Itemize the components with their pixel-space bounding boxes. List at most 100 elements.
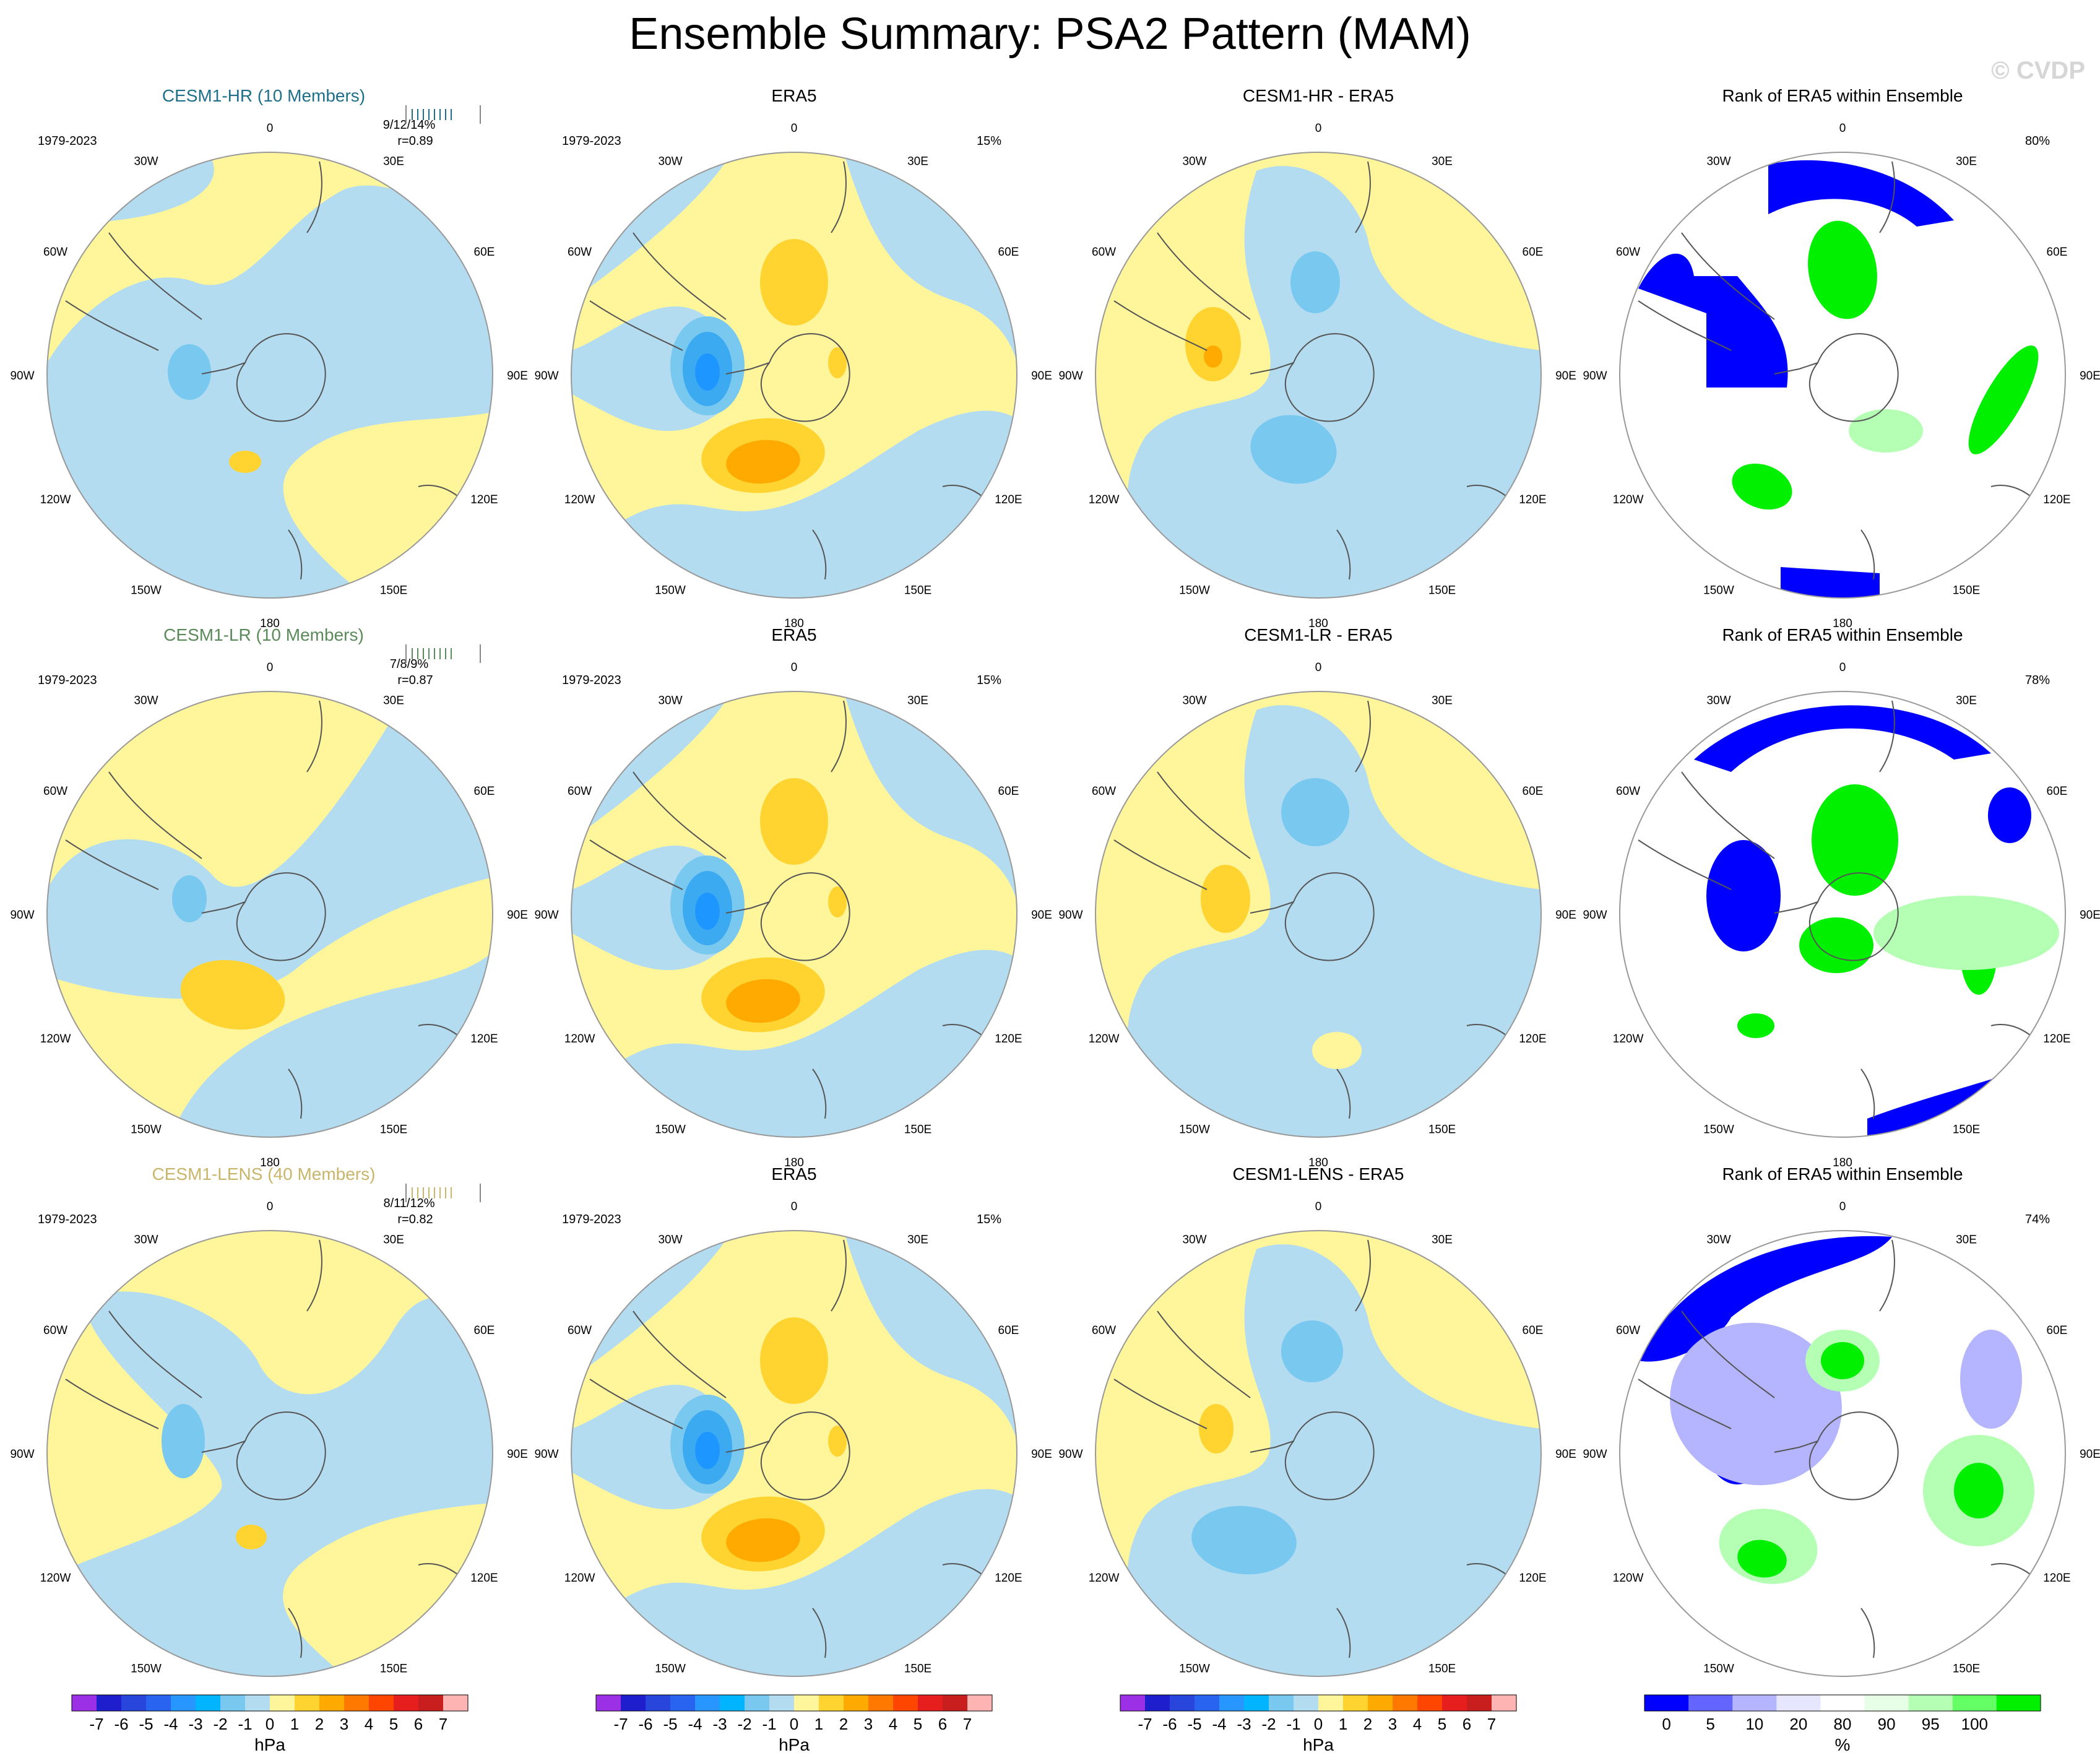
obs-title: ERA5: [771, 625, 816, 644]
coastline: [725, 1440, 770, 1453]
coastline: [589, 771, 727, 890]
colorbar-tick-label: -2: [213, 1715, 227, 1733]
period-label: 1979-2023: [562, 134, 621, 148]
longitude-label: 90E: [1555, 1448, 1576, 1461]
colorbar-swatch: [893, 1695, 918, 1711]
colorbar-tick-label: -5: [139, 1715, 153, 1733]
high-center: [1199, 1404, 1234, 1453]
longitude-label: 90E: [1555, 909, 1576, 922]
coastline: [1336, 1068, 1351, 1119]
colorbar-swatch: [72, 1695, 97, 1711]
map-border: [1095, 1230, 1542, 1677]
longitude-label: 120W: [1613, 1033, 1644, 1046]
high-small: [1312, 1032, 1362, 1069]
longitude-label: 180: [1308, 1156, 1328, 1169]
pcs-stats: 8/11/12%: [383, 1197, 434, 1210]
colorbar-tick-label: -3: [1237, 1715, 1251, 1733]
cvdp-watermark: © CVDP: [1991, 57, 2085, 84]
colorbar-swatch: [1952, 1695, 1997, 1711]
colorbar-swatch: [295, 1695, 320, 1711]
longitude-label: 30E: [383, 155, 404, 168]
longitude-label: 30W: [1706, 695, 1731, 708]
rank-high: [1799, 917, 1873, 973]
colorbar-hpa: -7 -6 -5 -4 -3 -2 -1 0 1 2 3 4 5 6 7 hPa: [595, 1694, 993, 1754]
map-border: [571, 691, 1018, 1138]
colorbar-swatch: [418, 1695, 444, 1711]
longitude-label: 60W: [1616, 246, 1640, 259]
longitude-label: 0: [1315, 661, 1322, 674]
longitude-label: 30W: [134, 155, 158, 168]
map-border: [1095, 691, 1542, 1138]
rank-pct-label: 78%: [2025, 674, 2050, 687]
longitude-label: 150W: [655, 584, 686, 597]
colorbar-swatch: [794, 1695, 819, 1711]
negative-region: [606, 1489, 1017, 1676]
high-center: [229, 451, 261, 473]
longitude-label: 0: [267, 1200, 274, 1213]
rank-pct-label: 74%: [2025, 1213, 2050, 1226]
obs-title: ERA5: [771, 1164, 816, 1184]
longitude-label: 120W: [40, 493, 71, 506]
high-center: [760, 778, 828, 865]
colorbar-swatch: [1864, 1695, 1909, 1711]
longitude-label: 30W: [1182, 695, 1206, 708]
model-title: CESM1-LENS (40 Members): [152, 1164, 376, 1184]
negative-region: [606, 410, 1017, 598]
colorbar-swatch: [1820, 1695, 1865, 1711]
low-center: [1290, 251, 1340, 313]
longitude-label: 120W: [564, 493, 595, 506]
longitude-label: 0: [1839, 661, 1846, 674]
diff-title: CESM1-LENS - ERA5: [1233, 1164, 1404, 1184]
rank-low: [1768, 160, 1954, 227]
colorbar-swatch: [1244, 1695, 1269, 1711]
colorbar-unit-label: %: [1835, 1735, 1851, 1754]
longitude-label: 30W: [658, 695, 682, 708]
pattern-correlation: r=0.87: [397, 674, 433, 687]
longitude-label: 150W: [1703, 1662, 1734, 1675]
rank-high: [1732, 463, 1792, 510]
longitude-label: 150E: [904, 584, 931, 597]
longitude-label: 0: [1315, 1200, 1322, 1213]
colorbar-swatch: [344, 1695, 369, 1711]
longitude-label: 30W: [134, 1234, 158, 1247]
longitude-label: 150W: [1179, 1123, 1210, 1136]
map-border: [571, 152, 1018, 599]
coastline: [1808, 333, 1899, 422]
negative-region: [47, 185, 493, 598]
longitude-label: 60W: [43, 246, 67, 259]
colorbar-hpa: -7 -6 -5 -4 -3 -2 -1 0 1 2 3 4 5 6 7 hPa: [71, 1694, 469, 1754]
colorbar-tick-label: 95: [1922, 1715, 1940, 1733]
rank-title: Rank of ERA5 within Ensemble: [1722, 625, 1963, 644]
colorbar-tick-label: 4: [365, 1715, 373, 1733]
period-label: 1979-2023: [562, 1213, 621, 1226]
rank-high-soft: [1849, 409, 1923, 453]
longitude-label: 90E: [507, 1448, 528, 1461]
high-small: [828, 1426, 847, 1457]
pcs-stats: 9/12/14%: [383, 118, 436, 132]
longitude-label: 90E: [1031, 909, 1052, 922]
longitude-label: 60W: [43, 1324, 67, 1337]
colorbar-swatch: [868, 1695, 894, 1711]
longitude-label: 0: [791, 1200, 798, 1213]
map-disk: [1095, 691, 1542, 1138]
coastline: [1808, 1411, 1899, 1501]
longitude-label: 30E: [1956, 695, 1977, 708]
pc-pct-label: 15%: [977, 1213, 1001, 1226]
obs-title: ERA5: [771, 86, 816, 105]
colorbar-swatch: [1368, 1695, 1393, 1711]
high-small: [828, 886, 847, 917]
colorbar-tick-label: 6: [414, 1715, 423, 1733]
coastline: [1808, 872, 1899, 961]
longitude-label: 90W: [1058, 1448, 1082, 1461]
map-panel: 030E60E90E120E150E180150W120W90W60W30WCE…: [1058, 1164, 1576, 1709]
high-center: [760, 1317, 828, 1404]
member-strip: [405, 105, 481, 124]
longitude-label: 30E: [1956, 1234, 1977, 1247]
colorbar-tick-label: -1: [238, 1715, 252, 1733]
colorbar-swatch: [1343, 1695, 1368, 1711]
coastline: [760, 333, 850, 422]
map-disk: [571, 152, 1018, 599]
longitude-label: 60E: [2047, 246, 2068, 259]
pc-pct-label: 15%: [977, 134, 1001, 148]
